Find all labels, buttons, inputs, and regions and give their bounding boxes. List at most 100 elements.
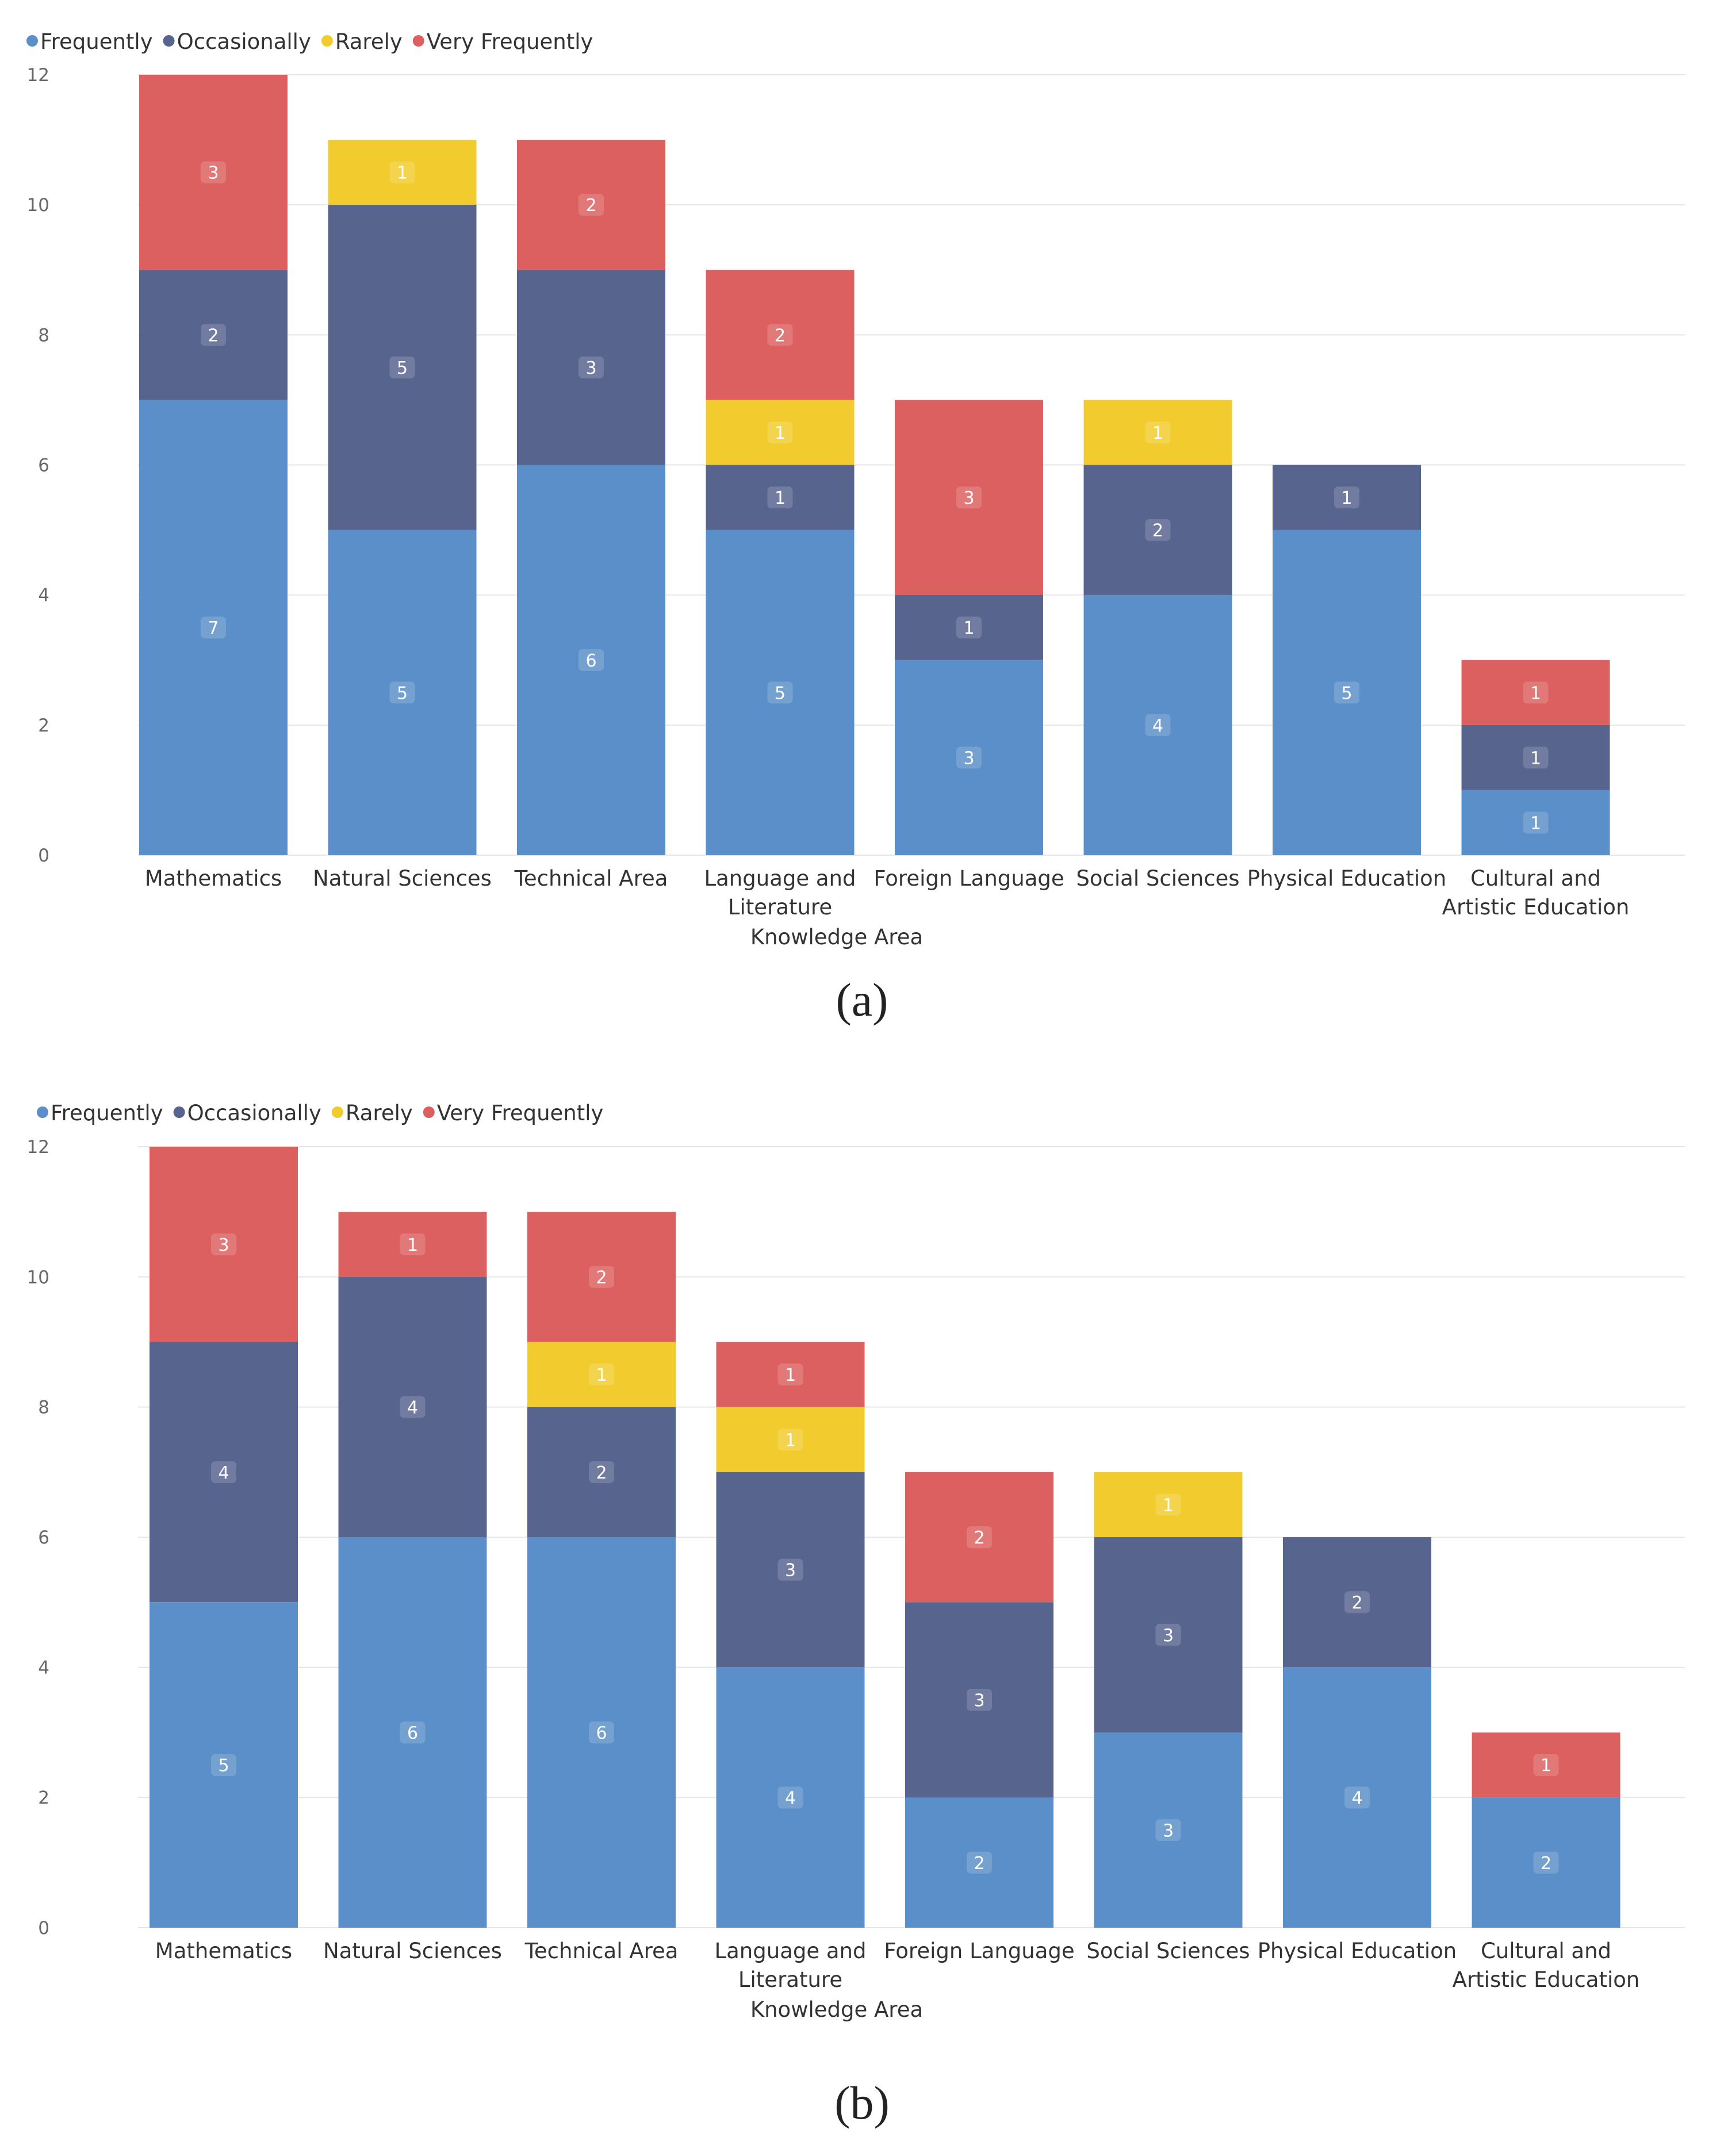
bar-technical-area-rarely	[527, 1342, 676, 1407]
data-label-chip	[201, 324, 226, 346]
legend-marker-frequently	[37, 1106, 48, 1118]
data-label-chip	[579, 649, 604, 671]
x-tick-label-line: Cultural and	[1481, 1939, 1611, 1963]
legend-label-rarely: Rarely	[335, 29, 403, 54]
data-label: 1	[775, 423, 786, 443]
y-tick-label: 8	[38, 325, 49, 346]
data-label-chip	[1523, 811, 1549, 834]
data-label-chip	[589, 1721, 614, 1744]
x-axis-title: Knowledge Area	[750, 1997, 923, 2022]
data-labels: 5 4 3 6 4 1 6 2 1 2 4 3 1 1 2 3 2 3 3 1 4 2 2 1	[211, 1233, 1559, 1874]
bar-natural-sciences-occasionally	[328, 205, 477, 530]
legend: Frequently Occasionally Rarely Very Frequen…	[37, 1101, 603, 1125]
data-label: 5	[1341, 683, 1352, 703]
data-label-chip	[767, 487, 793, 509]
bar-cultural-and-artistic-education-very-frequently	[1472, 1732, 1620, 1798]
data-label-chip	[956, 616, 982, 639]
bar-language-and-literature-occasionally	[716, 1472, 865, 1668]
data-label: 3	[585, 358, 596, 378]
x-tick-label-line: Natural Sciences	[323, 1939, 502, 1963]
y-axis: 0 2 4 6 8 10 12	[27, 65, 49, 866]
legend-marker-rarely	[331, 1106, 343, 1118]
data-label: 2	[974, 1528, 984, 1548]
x-tick-label: Mathematics	[155, 1939, 292, 1963]
bar-language-and-literature-frequently	[706, 530, 855, 855]
data-label: 4	[407, 1398, 418, 1418]
x-tick-label-line: Cultural and	[1470, 866, 1601, 891]
x-tick-label-line: Social Sciences	[1076, 866, 1239, 891]
data-label: 3	[963, 748, 974, 768]
bar-social-sciences-occasionally	[1094, 1537, 1243, 1733]
x-tick-label-line: Natural Sciences	[313, 866, 492, 891]
x-tick-label: Cultural and Artistic Education	[1442, 866, 1630, 920]
bar-cultural-and-artistic-education-very-frequently	[1461, 660, 1610, 725]
bar-cultural-and-artistic-education-frequently	[1472, 1797, 1620, 1928]
data-label-chip	[1523, 746, 1549, 769]
y-tick-label: 0	[38, 1918, 49, 1939]
data-label: 3	[218, 1235, 229, 1255]
data-label-chip	[1145, 519, 1171, 541]
x-tick-label-line: Physical Education	[1247, 866, 1446, 891]
bar-mathematics-frequently	[139, 400, 288, 855]
data-label: 1	[1530, 683, 1541, 703]
bar-language-and-literature-occasionally	[706, 465, 855, 530]
legend: Frequently Occasionally Rarely Very Frequen…	[26, 29, 593, 54]
data-label: 1	[1530, 813, 1541, 833]
bar-language-and-literature-very-frequently	[716, 1342, 865, 1407]
data-label-chip	[389, 161, 415, 183]
data-label: 5	[218, 1756, 229, 1776]
x-tick-label: Natural Sciences	[313, 866, 492, 891]
y-tick-label: 8	[38, 1397, 49, 1418]
legend-label-frequently: Frequently	[51, 1101, 163, 1125]
x-tick-label: Physical Education	[1258, 1939, 1457, 1963]
y-tick-label: 6	[38, 1527, 49, 1548]
y-tick-label: 12	[27, 65, 49, 86]
x-tick-label: Foreign Language	[874, 866, 1064, 891]
bar-physical-education-frequently	[1273, 530, 1421, 855]
legend-label-occasionally: Occasionally	[187, 1101, 321, 1125]
data-label-chip	[1155, 1623, 1181, 1646]
data-label: 1	[963, 618, 974, 638]
data-label-chip	[1155, 1819, 1181, 1841]
x-tick-label: Natural Sciences	[323, 1939, 502, 1963]
bar-natural-sciences-rarely	[328, 140, 477, 205]
data-label-chip	[589, 1364, 614, 1386]
data-label-chip	[589, 1461, 614, 1483]
data-label: 1	[1341, 488, 1352, 508]
y-tick-label: 2	[38, 715, 49, 736]
bar-technical-area-occasionally	[517, 270, 665, 465]
legend-marker-frequently	[26, 35, 38, 47]
data-label-chip	[1523, 681, 1549, 704]
data-label-chip	[400, 1233, 426, 1255]
data-label: 4	[218, 1463, 229, 1483]
x-tick-label: Social Sciences	[1086, 1939, 1250, 1963]
bar-cultural-and-artistic-education-frequently	[1461, 790, 1610, 855]
bar-natural-sciences-frequently	[338, 1537, 487, 1928]
chart-b: Frequently Occasionally Rarely Very Frequen…	[27, 1101, 1685, 2129]
y-tick-label: 6	[38, 455, 49, 476]
data-label-chip	[201, 161, 226, 183]
x-tick-label-line: Physical Education	[1258, 1939, 1457, 1963]
chart-caption: (a)	[836, 974, 888, 1026]
data-label: 4	[1351, 1789, 1362, 1809]
legend-marker-occasionally	[173, 1106, 185, 1118]
x-tick-label-line: Language and	[715, 1939, 867, 1963]
x-tick-label: Technical Area	[514, 866, 668, 891]
bar-foreign-language-occasionally	[895, 595, 1043, 660]
legend-marker-rarely	[321, 35, 333, 47]
data-label: 7	[208, 618, 219, 638]
data-label: 5	[397, 358, 408, 378]
data-label-chip	[1334, 681, 1359, 704]
data-label-chip	[211, 1754, 236, 1776]
bar-natural-sciences-frequently	[328, 530, 477, 855]
bar-mathematics-frequently	[150, 1602, 298, 1928]
legend-label-rarely: Rarely	[346, 1101, 413, 1125]
data-label-chip	[1533, 1754, 1559, 1776]
bar-mathematics-very-frequently	[150, 1147, 298, 1342]
data-label-chip	[201, 616, 226, 639]
data-label: 3	[1163, 1626, 1174, 1646]
legend-marker-occasionally	[163, 35, 175, 47]
x-tick-label: Mathematics	[145, 866, 282, 891]
y-tick-label: 10	[27, 195, 49, 216]
data-label: 5	[397, 683, 408, 703]
